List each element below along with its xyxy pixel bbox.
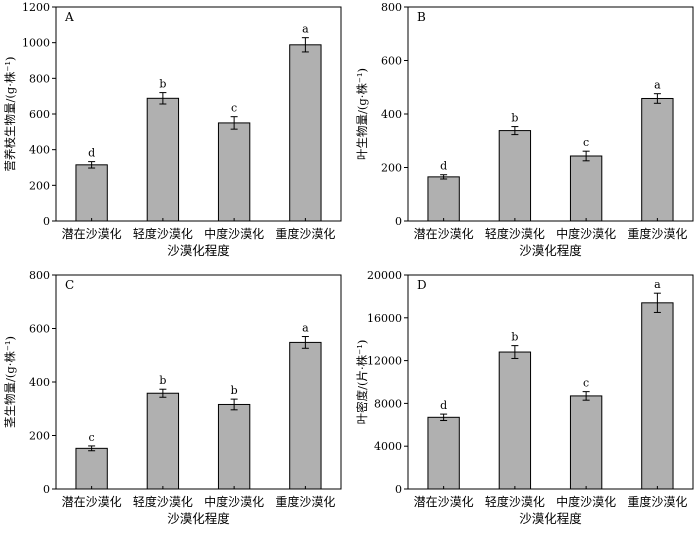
plot-frame	[55, 6, 342, 222]
bar	[569, 395, 603, 490]
x-tick-label: 中度沙漠化	[204, 494, 264, 509]
x-axis-label: 沙漠化程度	[519, 511, 582, 526]
chart-panel-b: 0 200 400 600 800 d 潜在沙漠化 b 轻度沙漠化 c 中度沙漠化 a 重度沙漠化 B 沙漠…	[355, 1, 694, 258]
x-tick-label: 轻度沙漠化	[485, 494, 545, 509]
y-tick-label: 1200	[22, 1, 50, 14]
y-tick-label: 600	[29, 108, 50, 121]
y-tick-label: 1000	[22, 37, 50, 50]
y-tick-label: 0	[43, 215, 50, 228]
significance-letter: d	[88, 147, 95, 160]
y-tick-label: 200	[29, 179, 50, 192]
y-tick-label: 0	[395, 483, 402, 496]
y-tick-label: 400	[29, 144, 50, 157]
y-tick-label: 400	[381, 108, 402, 121]
bar	[289, 44, 322, 222]
y-tick-label: 800	[29, 72, 50, 85]
y-tick-label: 12000	[367, 355, 402, 368]
x-tick-label: 潜在沙漠化	[414, 227, 474, 241]
x-tick-label: 潜在沙漠化	[62, 495, 122, 509]
significance-letter: b	[159, 78, 166, 91]
significance-letter: d	[440, 160, 447, 173]
x-tick-label: 轻度沙漠化	[133, 226, 193, 241]
y-tick-label: 0	[43, 483, 50, 496]
y-tick-label: 16000	[367, 312, 402, 325]
y-tick-label: 0	[395, 215, 402, 228]
bar	[289, 341, 322, 490]
y-tick-label: 4000	[374, 440, 402, 453]
significance-letter: b	[231, 384, 238, 397]
x-tick-label: 中度沙漠化	[556, 494, 616, 509]
x-tick-label: 潜在沙漠化	[62, 227, 122, 241]
x-tick-label: 中度沙漠化	[556, 226, 616, 241]
x-tick-label: 轻度沙漠化	[133, 494, 193, 509]
significance-letter: a	[654, 79, 661, 92]
bar	[427, 176, 460, 222]
significance-letter: c	[583, 377, 589, 390]
significance-letter: b	[511, 331, 518, 344]
x-axis-label: 沙漠化程度	[519, 243, 582, 258]
x-axis-label: 沙漠化程度	[167, 511, 230, 526]
bar	[498, 351, 532, 490]
chart-panel-c: 0 200 400 600 800 c 潜在沙漠化 b 轻度沙漠化 b 中度沙漠化 a 重度沙漠化 C 沙漠…	[3, 269, 342, 526]
significance-letter: b	[511, 112, 518, 125]
bar	[427, 416, 460, 490]
plot-frame	[55, 274, 342, 490]
x-tick-label: 重度沙漠化	[275, 494, 335, 509]
significance-letter: a	[654, 278, 661, 291]
bar	[75, 164, 108, 222]
bar	[569, 155, 603, 222]
significance-letter: d	[440, 399, 447, 412]
bar	[146, 392, 180, 490]
bar	[217, 403, 251, 490]
bar	[641, 97, 674, 222]
y-tick-label: 400	[29, 376, 50, 389]
bar	[146, 97, 180, 222]
chart-panel-d: 0 4000 8000 12000 16000 20000 d 潜在沙漠化 b 轻度沙漠化 c 中度沙…	[355, 269, 694, 526]
x-tick-label: 中度沙漠化	[204, 226, 264, 241]
y-tick-label: 20000	[367, 269, 402, 282]
panel-label: D	[417, 278, 427, 292]
significance-letter: c	[89, 431, 95, 444]
y-axis-label: 叶生物量/(g·株⁻¹)	[355, 68, 369, 160]
plot-frame	[407, 274, 694, 490]
significance-letter: c	[231, 102, 237, 115]
y-axis-label: 茎生物量/(g·株⁻¹)	[3, 336, 17, 428]
x-tick-label: 重度沙漠化	[275, 226, 335, 241]
x-tick-label: 重度沙漠化	[627, 226, 687, 241]
y-tick-label: 800	[29, 269, 50, 282]
x-tick-label: 重度沙漠化	[627, 494, 687, 509]
y-tick-label: 200	[381, 162, 402, 175]
x-tick-label: 轻度沙漠化	[485, 226, 545, 241]
x-tick-label: 潜在沙漠化	[414, 495, 474, 509]
y-axis-label: 叶密度/(片·株⁻¹)	[355, 340, 369, 425]
x-axis-label: 沙漠化程度	[167, 243, 230, 258]
y-tick-label: 8000	[374, 397, 402, 410]
panel-label: B	[417, 10, 426, 24]
significance-letter: a	[302, 322, 309, 335]
panel-label: C	[65, 278, 74, 292]
bar	[498, 130, 532, 222]
y-tick-label: 800	[381, 1, 402, 14]
significance-letter: b	[159, 374, 166, 387]
y-tick-label: 600	[381, 55, 402, 68]
panel-label: A	[64, 10, 74, 24]
y-tick-label: 600	[29, 323, 50, 336]
bar	[217, 122, 251, 222]
y-axis-label: 营养枝生物量/(g·株⁻¹)	[3, 56, 17, 171]
bar	[641, 302, 674, 490]
plot-frame	[407, 6, 694, 222]
chart-panel-a: 0 200 400 600 800 1000 1200 d 潜在沙漠化 b 轻度沙漠化 c 中度沙漠化 a…	[3, 1, 342, 258]
significance-letter: c	[583, 136, 589, 149]
significance-letter: a	[302, 23, 309, 36]
bar	[75, 447, 108, 490]
y-tick-label: 200	[29, 430, 50, 443]
